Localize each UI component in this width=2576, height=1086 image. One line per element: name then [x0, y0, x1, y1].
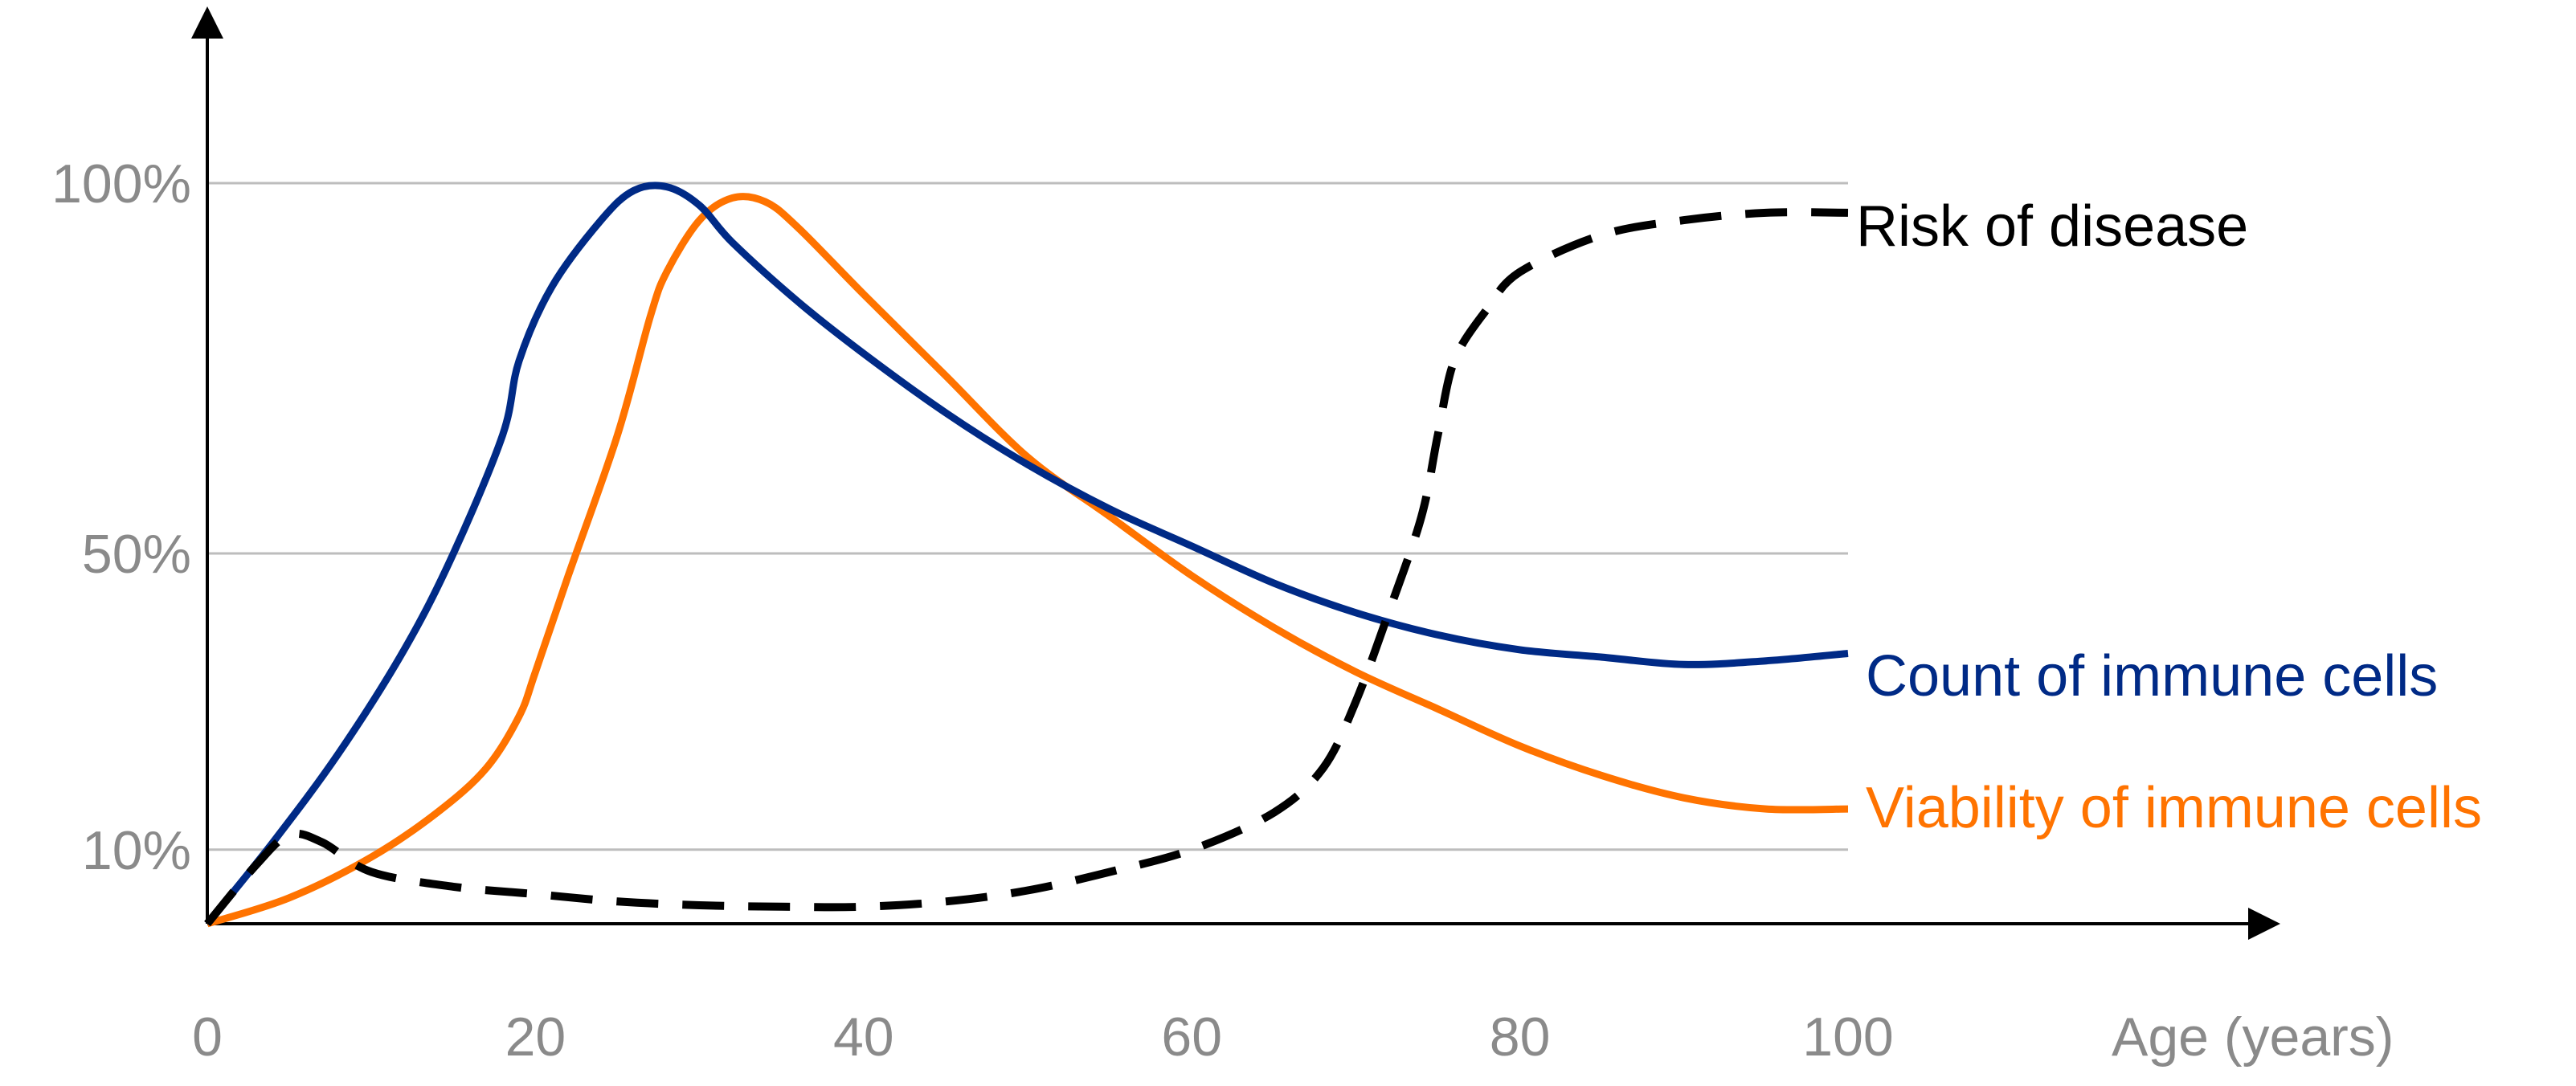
- x-tick-label: 80: [1490, 1006, 1551, 1068]
- x-tick-label: 0: [192, 1006, 223, 1068]
- series-lines: [204, 182, 1849, 928]
- x-tick-label: 100: [1802, 1006, 1893, 1068]
- y-tick-label: 100%: [51, 153, 191, 214]
- x-tick-label: 20: [505, 1006, 566, 1068]
- line-count-of-immune-cells: [204, 182, 1849, 926]
- label-count-of-immune-cells: Count of immune cells: [1866, 644, 2438, 708]
- y-tick-label: 10%: [82, 820, 191, 881]
- label-risk-of-disease: Risk of disease: [1856, 194, 2248, 259]
- x-tick-labels: 0 20 40 60 80 100: [192, 1006, 1894, 1068]
- y-tick-label: 50%: [82, 524, 191, 585]
- x-tick-label: 60: [1161, 1006, 1222, 1068]
- line-risk-of-disease: [204, 208, 1849, 927]
- x-axis-title: Age (years): [2112, 1006, 2394, 1068]
- line-viability-of-immune-cells: [206, 193, 1849, 928]
- series-labels: Count of immune cells Viability of immune…: [1856, 194, 2482, 840]
- x-tick-label: 40: [833, 1006, 894, 1068]
- gridlines: [207, 182, 1848, 851]
- label-viability-of-immune-cells: Viability of immune cells: [1866, 776, 2482, 840]
- y-tick-labels: 10% 50% 100%: [51, 153, 191, 881]
- axes: [191, 6, 2280, 940]
